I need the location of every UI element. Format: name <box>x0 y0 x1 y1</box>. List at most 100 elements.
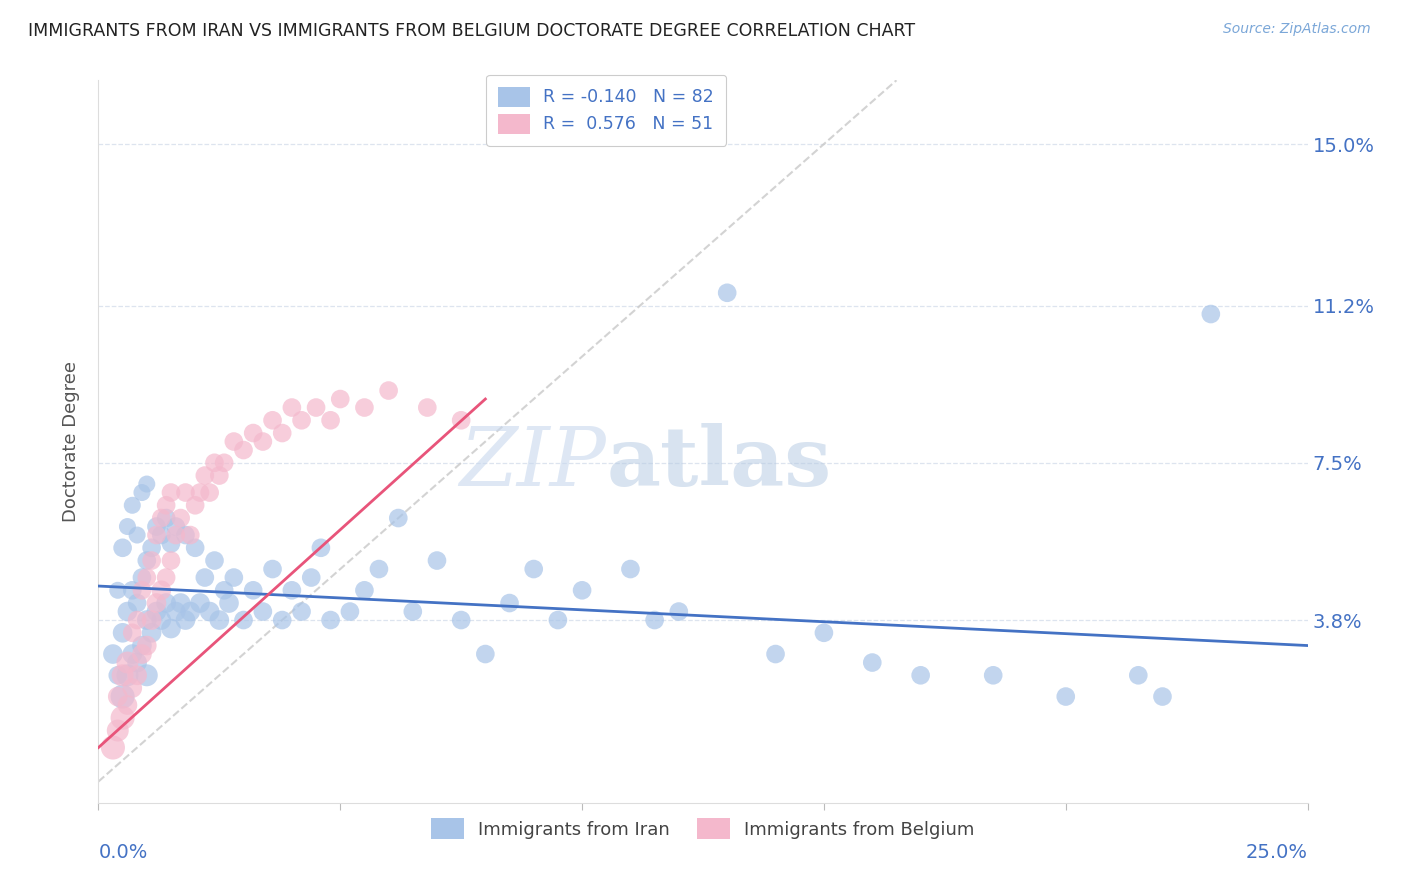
Point <box>127 613 149 627</box>
Point <box>353 583 375 598</box>
Point <box>305 401 328 415</box>
Point <box>179 605 201 619</box>
Point <box>450 413 472 427</box>
Point <box>169 596 191 610</box>
Point <box>165 605 187 619</box>
Point <box>309 541 332 555</box>
Point <box>121 647 143 661</box>
Point <box>121 625 143 640</box>
Point <box>319 613 342 627</box>
Point <box>498 596 520 610</box>
Point <box>765 647 787 661</box>
Point <box>242 425 264 440</box>
Point <box>117 668 139 682</box>
Point <box>155 511 177 525</box>
Point <box>117 698 139 712</box>
Point <box>150 528 173 542</box>
Point <box>155 498 177 512</box>
Point <box>426 553 449 567</box>
Point <box>145 605 167 619</box>
Point <box>204 456 226 470</box>
Point <box>111 541 134 555</box>
Point <box>111 625 134 640</box>
Point <box>252 605 274 619</box>
Text: 25.0%: 25.0% <box>1246 843 1308 862</box>
Point <box>329 392 352 406</box>
Point <box>121 583 143 598</box>
Point <box>319 413 342 427</box>
Point <box>155 570 177 584</box>
Point <box>141 541 163 555</box>
Point <box>107 690 129 704</box>
Point <box>232 443 254 458</box>
Point <box>131 485 153 500</box>
Point <box>450 613 472 627</box>
Point <box>1128 668 1150 682</box>
Point <box>194 468 217 483</box>
Point <box>222 434 245 449</box>
Point <box>619 562 641 576</box>
Point <box>131 639 153 653</box>
Point <box>141 625 163 640</box>
Text: Source: ZipAtlas.com: Source: ZipAtlas.com <box>1223 22 1371 37</box>
Point <box>135 668 157 682</box>
Point <box>174 613 197 627</box>
Point <box>981 668 1004 682</box>
Point <box>184 498 207 512</box>
Point <box>910 668 932 682</box>
Point <box>271 613 294 627</box>
Point <box>290 605 312 619</box>
Text: atlas: atlas <box>606 423 831 503</box>
Point <box>262 413 284 427</box>
Point <box>353 401 375 415</box>
Point <box>145 528 167 542</box>
Point <box>339 605 361 619</box>
Point <box>131 570 153 584</box>
Point <box>368 562 391 576</box>
Text: ZIP: ZIP <box>460 423 606 503</box>
Point <box>547 613 569 627</box>
Point <box>107 583 129 598</box>
Point <box>121 498 143 512</box>
Point <box>281 583 304 598</box>
Point <box>135 477 157 491</box>
Point <box>212 456 235 470</box>
Point <box>242 583 264 598</box>
Point <box>208 468 231 483</box>
Point <box>127 596 149 610</box>
Point <box>165 519 187 533</box>
Point <box>111 668 134 682</box>
Point <box>218 596 240 610</box>
Point <box>160 553 183 567</box>
Point <box>107 668 129 682</box>
Point <box>117 605 139 619</box>
Point <box>160 622 183 636</box>
Point <box>271 425 294 440</box>
Point <box>377 384 399 398</box>
Legend: Immigrants from Iran, Immigrants from Belgium: Immigrants from Iran, Immigrants from Be… <box>422 809 984 848</box>
Point <box>127 528 149 542</box>
Point <box>668 605 690 619</box>
Point <box>232 613 254 627</box>
Point <box>813 625 835 640</box>
Point <box>127 656 149 670</box>
Point <box>101 740 124 755</box>
Point <box>160 536 183 550</box>
Point <box>387 511 409 525</box>
Point <box>299 570 322 584</box>
Point <box>860 656 883 670</box>
Point <box>716 285 738 300</box>
Point <box>644 613 666 627</box>
Point <box>222 570 245 584</box>
Point <box>111 690 134 704</box>
Point <box>1152 690 1174 704</box>
Y-axis label: Doctorate Degree: Doctorate Degree <box>62 361 80 522</box>
Point <box>135 553 157 567</box>
Point <box>188 485 211 500</box>
Point <box>174 485 197 500</box>
Point <box>131 583 153 598</box>
Point <box>262 562 284 576</box>
Point <box>204 553 226 567</box>
Point <box>252 434 274 449</box>
Point <box>141 553 163 567</box>
